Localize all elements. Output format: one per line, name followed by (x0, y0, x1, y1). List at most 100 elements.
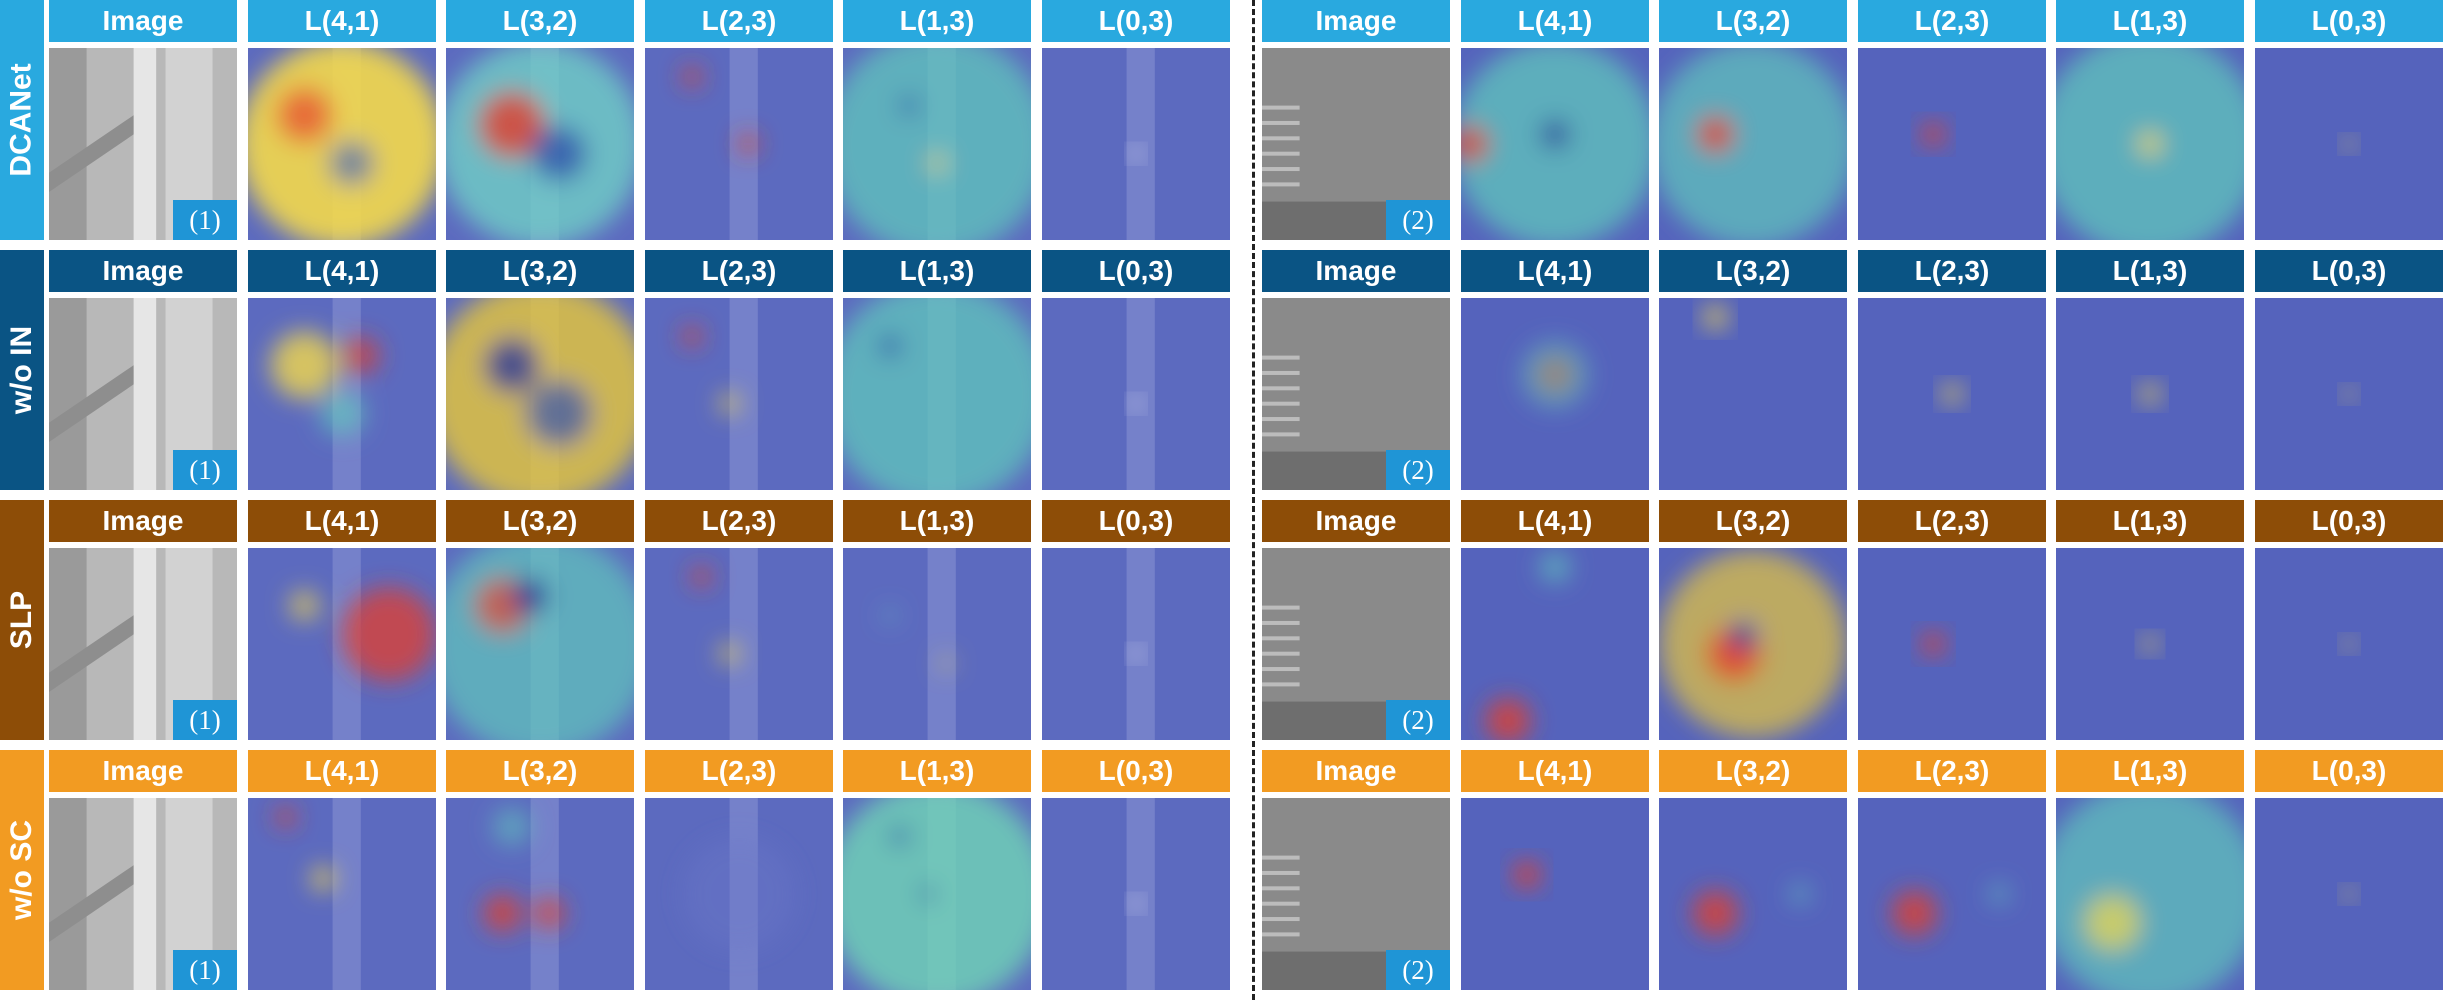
sample-tag: (1) (173, 450, 237, 490)
tile-graphic (1461, 798, 1649, 990)
tile-graphic (2255, 48, 2443, 240)
column-header: L(1,3) (843, 750, 1031, 792)
heatmap-image (843, 48, 1031, 240)
column-header: L(2,3) (1858, 250, 2046, 292)
column-header: L(1,3) (2056, 250, 2244, 292)
tile-graphic (1042, 48, 1230, 240)
tile-graphic (645, 298, 833, 490)
heatmap-image (1461, 798, 1649, 990)
column-header: L(4,1) (248, 500, 436, 542)
column-header: L(4,1) (248, 750, 436, 792)
tile-graphic (248, 548, 436, 740)
column-header: L(4,1) (1461, 250, 1649, 292)
column-header: L(1,3) (2056, 750, 2244, 792)
heatmap-image (2255, 548, 2443, 740)
column-header: Image (49, 0, 237, 42)
group-divider (1252, 0, 1255, 1000)
tile-graphic (1858, 298, 2046, 490)
infrared-image: (2) (1262, 798, 1450, 990)
row-label-text: w/o IN (5, 325, 38, 415)
column-header: L(2,3) (1858, 0, 2046, 42)
sample-tag: (2) (1386, 450, 1450, 490)
heatmap-image (645, 48, 833, 240)
tile-graphic (2056, 548, 2244, 740)
tile-graphic (645, 798, 833, 990)
tile-graphic (2056, 48, 2244, 240)
heatmap-image (248, 798, 436, 990)
column-header: L(4,1) (1461, 500, 1649, 542)
column-header: L(4,1) (1461, 750, 1649, 792)
sample-tag: (2) (1386, 200, 1450, 240)
heatmap-image (2056, 48, 2244, 240)
heatmap-image (1659, 298, 1847, 490)
heatmap-image (446, 48, 634, 240)
column-header: L(1,3) (2056, 500, 2244, 542)
tile-graphic (248, 798, 436, 990)
infrared-image: (2) (1262, 298, 1450, 490)
tile-graphic (843, 548, 1031, 740)
tile-graphic (645, 548, 833, 740)
heatmap-image (843, 798, 1031, 990)
row-label: w/o IN (0, 250, 44, 490)
heatmap-image (645, 298, 833, 490)
infrared-image: (1) (49, 798, 237, 990)
tile-graphic (1461, 48, 1649, 240)
sample-tag: (2) (1386, 950, 1450, 990)
tile-graphic (1659, 48, 1847, 240)
row-label-text: DCANet (5, 63, 38, 177)
tile-graphic (446, 798, 634, 990)
infrared-image: (2) (1262, 48, 1450, 240)
column-header: L(3,2) (446, 250, 634, 292)
tile-graphic (843, 48, 1031, 240)
heatmap-image (2056, 548, 2244, 740)
tile-graphic (1659, 548, 1847, 740)
column-header: L(0,3) (2255, 250, 2443, 292)
column-header: L(3,2) (1659, 250, 1847, 292)
column-header: L(0,3) (1042, 0, 1230, 42)
heatmap-image (1042, 48, 1230, 240)
tile-graphic (1461, 548, 1649, 740)
column-header: L(1,3) (843, 500, 1031, 542)
tile-graphic (2056, 298, 2244, 490)
heatmap-image (1042, 298, 1230, 490)
tile-graphic (446, 298, 634, 490)
column-header: L(3,2) (1659, 750, 1847, 792)
sample-tag: (2) (1386, 700, 1450, 740)
column-header: L(1,3) (843, 0, 1031, 42)
column-header: Image (1262, 0, 1450, 42)
infrared-image: (1) (49, 48, 237, 240)
heatmap-image (2255, 798, 2443, 990)
tile-graphic (1042, 298, 1230, 490)
heatmap-image (1858, 548, 2046, 740)
column-header: L(2,3) (645, 750, 833, 792)
column-header: L(4,1) (248, 250, 436, 292)
column-header: L(3,2) (446, 750, 634, 792)
heatmap-image (248, 298, 436, 490)
tile-graphic (2255, 298, 2443, 490)
heatmap-image (2255, 298, 2443, 490)
tile-graphic (843, 798, 1031, 990)
tile-graphic (645, 48, 833, 240)
column-header: Image (1262, 250, 1450, 292)
heatmap-image (1858, 48, 2046, 240)
column-header: L(2,3) (1858, 500, 2046, 542)
column-header: L(2,3) (645, 250, 833, 292)
row-label-text: SLP (5, 590, 39, 650)
heatmap-image (248, 548, 436, 740)
tile-graphic (1659, 298, 1847, 490)
tile-graphic (1461, 298, 1649, 490)
tile-graphic (248, 48, 436, 240)
tile-graphic (2056, 798, 2244, 990)
column-header: L(3,2) (1659, 500, 1847, 542)
tile-graphic (1858, 798, 2046, 990)
heatmap-image (645, 548, 833, 740)
column-header: L(1,3) (2056, 0, 2244, 42)
heatmap-image (446, 548, 634, 740)
heatmap-image (1042, 548, 1230, 740)
tile-graphic (248, 298, 436, 490)
heatmap-image (645, 798, 833, 990)
column-header: L(0,3) (2255, 750, 2443, 792)
sample-tag: (1) (173, 200, 237, 240)
heatmap-image (446, 798, 634, 990)
